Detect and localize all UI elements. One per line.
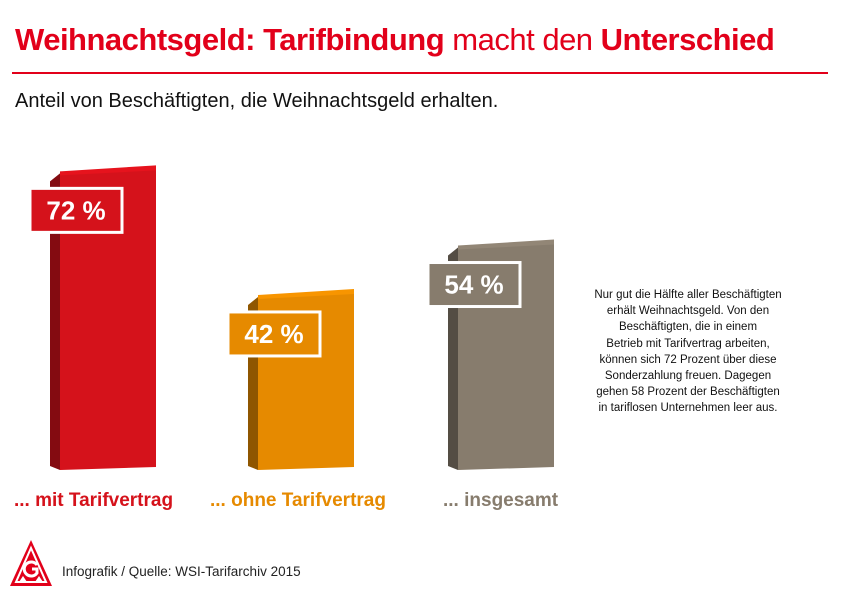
note-line: können sich 72 Prozent über diese (599, 353, 777, 366)
title-divider (12, 72, 828, 74)
bar-top-highlight (458, 239, 554, 250)
value-label: 72 % (46, 195, 105, 225)
source-note: Infografik / Quelle: WSI-Tarifarchiv 201… (62, 564, 301, 579)
explanation-note: Nur gut die Hälfte aller Beschäftigten e… (572, 287, 804, 417)
bar-top-highlight (60, 165, 156, 176)
note-line: Betrieb mit Tarifvertrag arbeiten, (606, 337, 770, 350)
bar-top-highlight (258, 288, 354, 299)
category-label: ... insgesamt (443, 490, 559, 511)
bar-side (50, 173, 60, 471)
category-label: ... mit Tarifvertrag (14, 490, 173, 511)
note-line: Sonderzahlung freuen. Dagegen (604, 370, 772, 383)
value-label: 54 % (444, 270, 503, 300)
note-line: in tariflosen Unternehmen leer aus. (598, 402, 778, 415)
title-part-1: Weihnachtsgeld: Tarifbindung (15, 22, 445, 57)
value-label-box (28, 186, 124, 234)
note-line: erhält Weihnachtsgeld. Von den (606, 305, 770, 318)
value-label-box (226, 310, 322, 358)
value-label: 42 % (244, 319, 303, 349)
category-label: ... ohne Tarifvertrag (210, 490, 386, 511)
title-part-3: Unterschied (600, 22, 775, 57)
note-line: Nur gut die Hälfte aller Beschäftigten (594, 289, 782, 301)
chart-title: Weihnachtsgeld: Tarifbindung macht den U… (15, 20, 775, 60)
bar (60, 167, 156, 471)
value-label-box (426, 261, 522, 309)
note-line: gehen 58 Prozent der Beschäftigten (596, 386, 780, 399)
note-line: Beschäftigten, die in einem (618, 321, 758, 334)
chart-subtitle: Anteil von Beschäftigten, die Weihnachts… (15, 90, 499, 112)
igmetall-logo-icon (10, 540, 52, 586)
title-part-2: macht den (444, 22, 601, 57)
